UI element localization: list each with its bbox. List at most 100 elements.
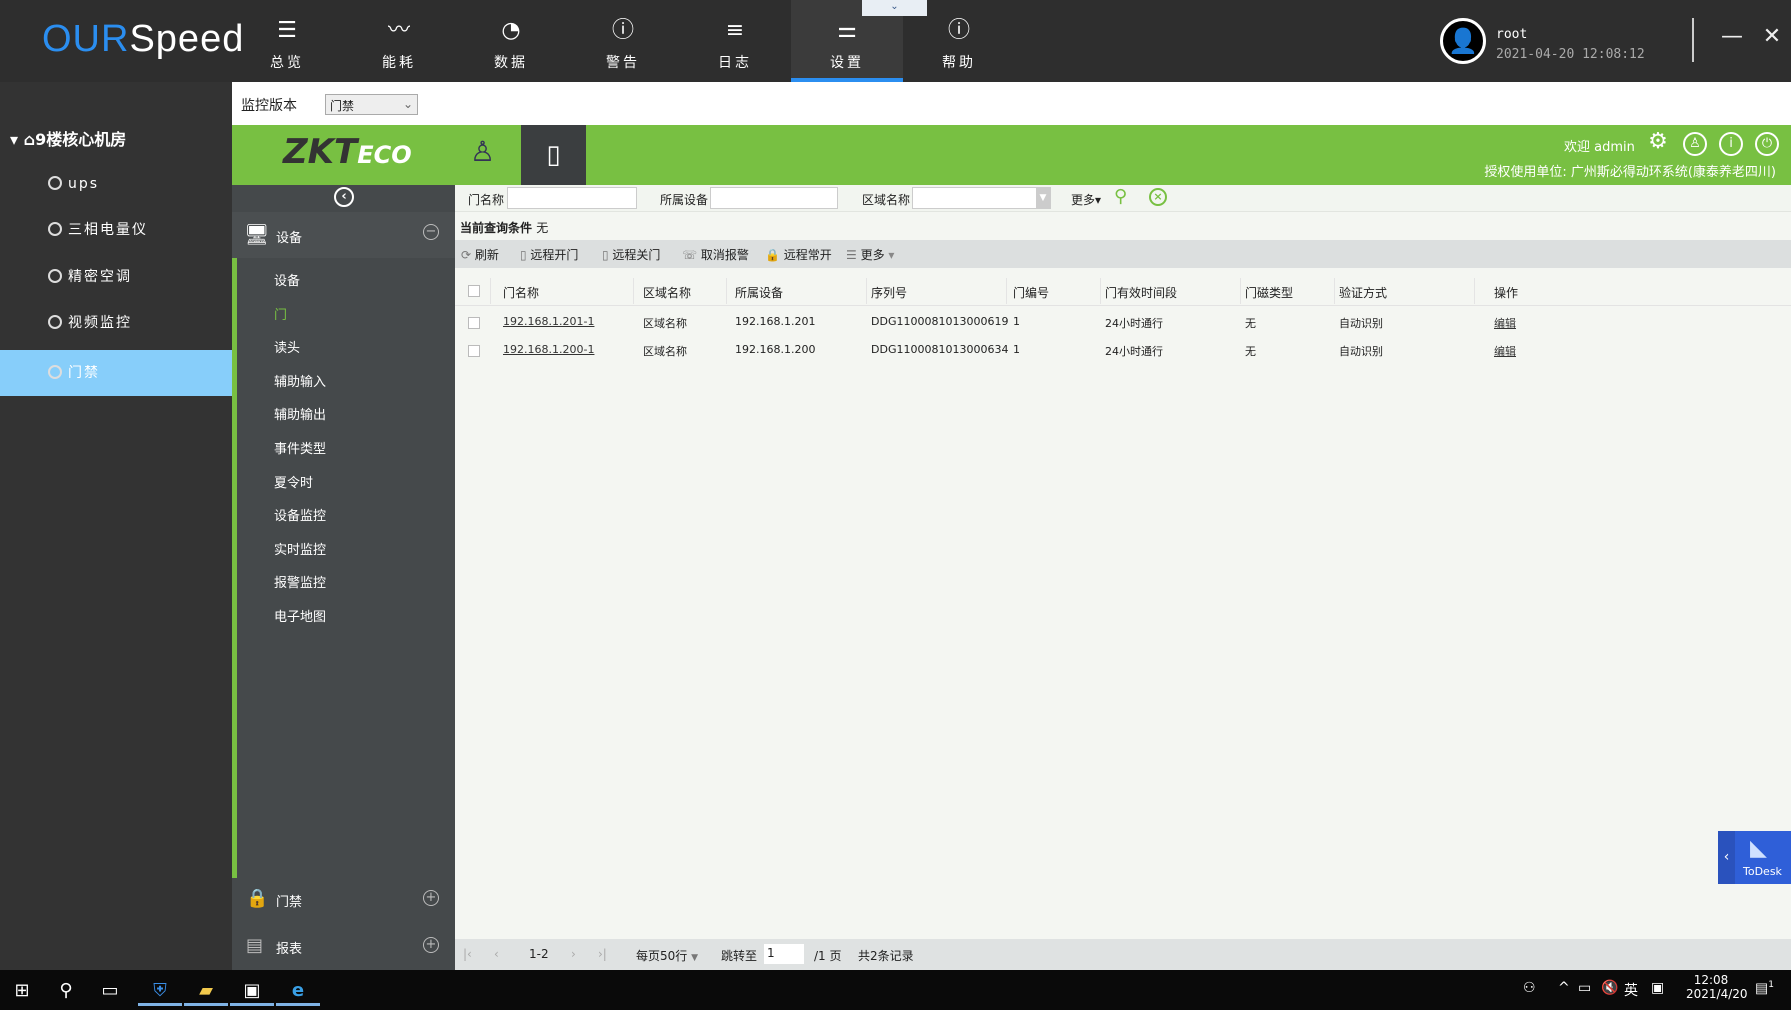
info-icon[interactable]: i (1719, 132, 1743, 156)
sidebar-item[interactable]: 视频监控 (0, 300, 232, 346)
edit-link[interactable]: 编辑 (1494, 317, 1516, 330)
table-cell: 24小时通行 (1105, 345, 1163, 358)
section-report[interactable]: ▤ 报表 + (232, 925, 455, 967)
minimize-icon[interactable]: — (1721, 24, 1743, 49)
door-name-label: 门名称 (468, 193, 505, 207)
ie-icon[interactable]: e (276, 976, 320, 1006)
nav-info[interactable]: ⓘ 帮助 (903, 0, 1015, 82)
close-icon[interactable]: ✕ (1762, 24, 1782, 49)
ime-mode-icon[interactable]: ▣ (1651, 980, 1665, 996)
next-page-icon[interactable]: › (571, 947, 576, 961)
more-filter-button[interactable]: 更多▾ (1071, 193, 1102, 207)
panel-item[interactable]: 读头 (274, 341, 301, 357)
column-header[interactable]: 操作 (1494, 286, 1519, 300)
ime-indicator[interactable]: 英 (1624, 983, 1638, 999)
todesk-widget[interactable]: ‹ ◣ ToDesk (1718, 831, 1791, 884)
table-cell: 区域名称 (643, 345, 687, 358)
panel-item[interactable]: 电子地图 (274, 610, 327, 625)
version-select[interactable]: 门禁 ⌄ (325, 94, 418, 115)
sidebar-item[interactable]: 精密空调 (0, 254, 232, 300)
task-view-icon[interactable]: ▭ (101, 980, 119, 1001)
toolbar-button[interactable]: ☏ 取消报警 (682, 248, 749, 262)
section-access[interactable]: 🔒 门禁 + (232, 878, 455, 920)
last-page-icon[interactable]: ›| (598, 947, 607, 961)
section-device[interactable]: 🖥 设备 − (232, 212, 455, 258)
search-icon[interactable]: ⚲ (1114, 186, 1128, 207)
toolbar-button[interactable]: ▯ 远程关门 (602, 248, 661, 262)
toolbar-button[interactable]: ☰ 更多 ▾ (846, 248, 895, 262)
column-header[interactable]: 门磁类型 (1245, 286, 1294, 300)
zkteco-header (232, 125, 1791, 185)
collapse-minus-icon[interactable]: − (423, 224, 439, 240)
sidebar-item[interactable]: 三相电量仪 (0, 207, 232, 253)
expand-plus-icon[interactable]: + (423, 890, 439, 906)
file-explorer-icon[interactable]: ▰ (184, 976, 228, 1006)
column-header[interactable]: 门有效时间段 (1105, 286, 1178, 300)
toolbar-button[interactable]: 🔒 远程常开 (765, 248, 832, 262)
panel-item[interactable]: 报警监控 (274, 576, 327, 592)
people-icon[interactable]: ⚇ (1523, 980, 1536, 996)
panel-item[interactable]: 实时监控 (274, 542, 327, 558)
expand-plus-icon[interactable]: + (423, 937, 439, 953)
panel-item[interactable]: 辅助输入 (274, 374, 327, 390)
column-header[interactable]: 序列号 (871, 286, 908, 300)
nav-gauge[interactable]: ◔ 数据 (455, 0, 567, 82)
chevron-left-icon[interactable]: ‹ (1718, 831, 1735, 884)
clear-icon[interactable]: × (1149, 188, 1167, 206)
gear-icon[interactable]: ⚙ (1648, 129, 1668, 154)
site-tree-root[interactable]: ▾ ⌂9楼核心机房 (10, 130, 127, 149)
column-header[interactable]: 门编号 (1013, 286, 1050, 300)
dropdown-tab[interactable]: ⌄ (862, 0, 927, 16)
door-name-link[interactable]: 192.168.1.201-1 (503, 315, 595, 328)
alert-icon: ⓘ (611, 18, 634, 43)
log-icon: ≡ (725, 18, 745, 43)
nav-list[interactable]: ☰ 总览 (231, 0, 343, 82)
user-icon[interactable]: ♙ (1683, 132, 1707, 156)
network-icon[interactable]: ▭ (1578, 980, 1592, 996)
panel-item[interactable]: 设备监控 (274, 509, 327, 525)
first-page-icon[interactable]: |‹ (463, 947, 472, 961)
area-select[interactable]: ▼ (912, 187, 1051, 209)
device-input[interactable] (710, 187, 838, 209)
volume-muted-icon[interactable]: 🔇 (1601, 980, 1619, 996)
column-header[interactable]: 门名称 (503, 286, 540, 300)
panel-item[interactable]: 夏令时 (274, 475, 314, 491)
column-divider (1006, 278, 1007, 304)
row-checkbox[interactable] (468, 345, 480, 357)
toolbar-button[interactable]: ▯ 远程开门 (520, 248, 579, 262)
terminal-icon[interactable]: ▣ (230, 976, 274, 1006)
panel-item[interactable]: 设备 (274, 274, 301, 289)
security-app-icon[interactable]: ⛨ (138, 976, 182, 1006)
row-checkbox[interactable] (468, 317, 480, 329)
select-all-checkbox[interactable] (468, 285, 480, 297)
search-icon[interactable]: ⚲ (59, 980, 73, 1001)
column-header[interactable]: 所属设备 (735, 286, 784, 300)
door-name-input[interactable] (507, 187, 637, 209)
edit-link[interactable]: 编辑 (1494, 345, 1516, 358)
nav-log[interactable]: ≡ 日志 (679, 0, 791, 82)
prev-page-icon[interactable]: ‹ (494, 947, 499, 961)
person-icon[interactable]: ♙ (470, 135, 496, 168)
notifications-icon[interactable]: ▤1 (1755, 980, 1774, 997)
chevron-up-icon[interactable]: ^ (1558, 980, 1570, 996)
panel-item[interactable]: 事件类型 (274, 442, 327, 457)
clock[interactable]: 12:08 2021/4/20 (1686, 973, 1748, 1001)
panel-item[interactable]: 辅助输出 (274, 408, 327, 424)
per-page-select[interactable]: 每页50行 ▼ (636, 949, 699, 963)
gauge-icon (48, 315, 62, 329)
column-header[interactable]: 验证方式 (1339, 286, 1388, 300)
windows-start-icon[interactable]: ⊞ (14, 980, 30, 1001)
sidebar-item[interactable]: 门禁 (0, 350, 232, 396)
power-icon[interactable]: ⏻ (1755, 132, 1779, 156)
column-header[interactable]: 区域名称 (643, 286, 692, 300)
nav-pulse[interactable]: 〰能耗 (343, 0, 455, 82)
page-input[interactable]: 1 (764, 944, 804, 964)
toolbar-button[interactable]: ⟳ 刷新 (461, 248, 499, 262)
collapse-left-icon[interactable]: ‹ (334, 187, 354, 207)
avatar[interactable]: 👤 (1440, 18, 1486, 64)
nav-alert[interactable]: ⓘ 警告 (567, 0, 679, 82)
door-name-link[interactable]: 192.168.1.200-1 (503, 343, 595, 356)
panel-item[interactable]: 门 (274, 307, 288, 323)
sidebar-item[interactable]: ups (0, 161, 232, 207)
door-tab[interactable]: ▯ (521, 125, 586, 185)
